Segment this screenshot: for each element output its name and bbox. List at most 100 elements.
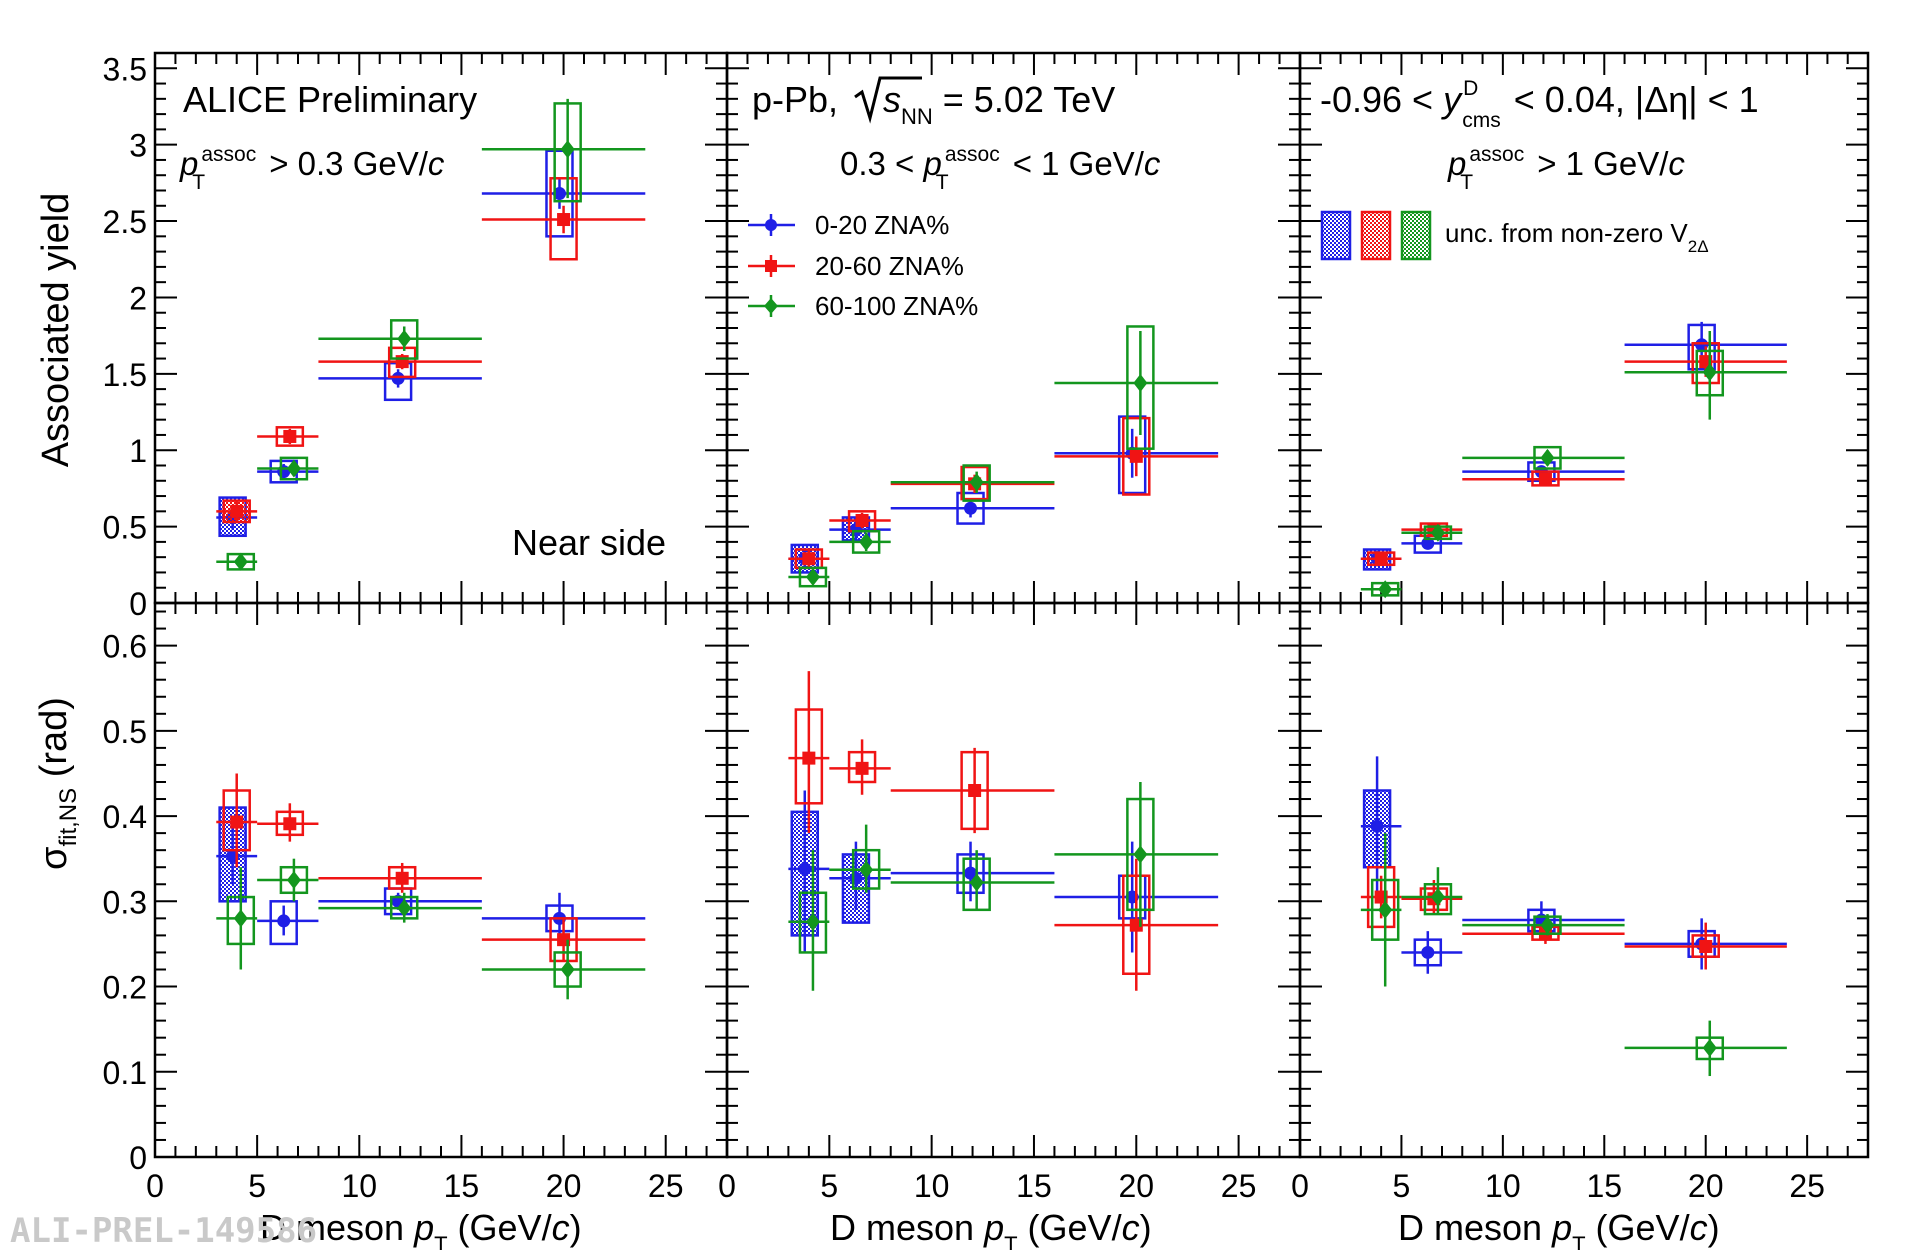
- data-point-diamond: [560, 140, 575, 159]
- x-title-c: c: [552, 1207, 570, 1248]
- unc-label-text: unc. from non-zero V: [1445, 218, 1688, 248]
- x-axis-title-3: D meson pT (GeV/c): [1398, 1207, 1720, 1250]
- data-point-circle: [849, 871, 863, 885]
- legend-label: 60-100 ZNA%: [815, 291, 978, 321]
- data-point-square: [283, 817, 297, 831]
- series-60-100-zna-: [788, 325, 1219, 588]
- x-tick-label: 20: [1688, 1168, 1724, 1204]
- y-subscript: cms: [1462, 109, 1501, 132]
- legend-label: 0-20 ZNA%: [815, 210, 949, 240]
- y-superscript: D: [1463, 77, 1478, 100]
- x-title-prefix: D meson: [1398, 1207, 1552, 1248]
- c-symbol: c: [428, 145, 445, 182]
- y-tick-label: 1.5: [103, 357, 147, 393]
- range-suffix: < 1 GeV/: [1004, 145, 1145, 182]
- energy-value: = 5.02 TeV: [933, 79, 1115, 120]
- x-tick-label: 15: [1586, 1168, 1622, 1204]
- legend-marker-diamond: [764, 298, 778, 314]
- panel-top-left: 0 0.5 1 1.5 2 2.5 3 3.5: [103, 51, 729, 622]
- data-point-square: [855, 514, 869, 527]
- x-title-prefix: D meson: [830, 1207, 984, 1248]
- y-tick-label: 0: [129, 586, 147, 622]
- pt-symbol: p: [179, 145, 198, 182]
- x-tick-label: 5: [820, 1168, 838, 1204]
- near-side-label: Near side: [512, 522, 666, 563]
- x-title-p: p: [413, 1207, 434, 1248]
- panel-bottom-right: 0 5 10 15 20 25: [1291, 601, 1870, 1204]
- unc-label-subscript: 2Δ: [1688, 237, 1709, 256]
- pt-symbol: p: [1447, 145, 1466, 182]
- panel-frame: [725, 51, 1302, 605]
- panel-bottom-left: 0 5 10 15 20 25 0 0.1 0.2 0.3 0.4 0.5 0.6: [103, 601, 729, 1204]
- series-60-100-zna-: [1360, 833, 1787, 1077]
- data-point-diamond: [1430, 523, 1445, 542]
- x-tick-label: 15: [1016, 1168, 1052, 1204]
- panel-bottom-middle: 0 5 10 15 20 25: [718, 601, 1302, 1204]
- series-20-60-zna-: [216, 773, 646, 963]
- data-point-circle: [1421, 945, 1435, 959]
- data-point-square: [1129, 449, 1143, 463]
- x-tick-label: 5: [1393, 1168, 1411, 1204]
- syst-box: [1126, 325, 1155, 450]
- sqrt-content: sNN = 5.02 TeV: [883, 79, 1115, 129]
- y-tick-label: 3: [129, 128, 147, 164]
- panel-frame: [1298, 51, 1870, 605]
- series-60-100-zna-: [216, 858, 646, 1000]
- data-point-diamond: [233, 552, 248, 571]
- collision-system-label: p-Pb, sNN = 5.02 TeV: [752, 76, 1115, 129]
- unc-label: unc. from non-zero V2Δ: [1445, 218, 1709, 256]
- legend-marker-circle: [765, 219, 777, 231]
- data-point-square: [1699, 939, 1713, 953]
- x-tick-label: 10: [1485, 1168, 1521, 1204]
- series-20-60-zna-: [216, 177, 646, 524]
- rapidity-suffix: < 0.04, |Δη| < 1: [1504, 79, 1759, 120]
- legend: 0-20 ZNA% 20-60 ZNA% 60-100 ZNA%: [748, 210, 978, 321]
- alice-preliminary-label: ALICE Preliminary: [183, 79, 477, 120]
- legend-entry-60-100: 60-100 ZNA%: [748, 291, 978, 321]
- pt-cut-value: > 0.3 GeV/: [260, 145, 429, 182]
- data-point-diamond: [805, 912, 820, 931]
- sigma-subscript: fit,NS: [55, 788, 82, 847]
- panel2-pt-range-label: 0.3 < p assoc T < 1 GeV/c: [840, 143, 1161, 194]
- y-tick-label: 2.5: [103, 204, 147, 240]
- panel1-pt-cut-label: p assoc T > 0.3 GeV/c: [179, 143, 445, 194]
- data-point-diamond: [1540, 916, 1555, 935]
- c-symbol: c: [1668, 145, 1685, 182]
- pt-subscript: T: [936, 171, 949, 194]
- x-title-close: ): [570, 1207, 582, 1248]
- c-symbol: c: [1144, 145, 1161, 182]
- nn-subscript: NN: [901, 104, 933, 129]
- x-tick-label: 10: [914, 1168, 950, 1204]
- data-point-diamond: [286, 459, 301, 478]
- x-tick-label: 0: [718, 1168, 736, 1204]
- x-tick-label: 20: [1118, 1168, 1154, 1204]
- data-point-square: [230, 815, 244, 829]
- y-tick-label: 0.2: [103, 970, 147, 1006]
- x-tick-label: 25: [1221, 1168, 1257, 1204]
- x-title-sub: T: [434, 1232, 447, 1250]
- data-point-diamond: [969, 873, 984, 892]
- y-tick-label: 3.5: [103, 51, 147, 87]
- data-point-diamond: [1430, 888, 1445, 907]
- syst-box: [1117, 415, 1147, 495]
- data-point-circle: [798, 862, 812, 876]
- y-symbol: y: [1440, 79, 1463, 120]
- data-point-diamond: [1378, 900, 1393, 919]
- data-point-circle: [391, 371, 405, 385]
- data-point-diamond: [286, 871, 301, 889]
- unc-swatch-0-20: [1320, 210, 1352, 261]
- panel-top-middle: [725, 51, 1302, 605]
- data-point-diamond: [1133, 845, 1148, 864]
- data-point-diamond: [1702, 363, 1717, 382]
- data-point-diamond: [233, 909, 248, 928]
- x-tick-label: 25: [1789, 1168, 1825, 1204]
- data-point-diamond: [969, 473, 984, 492]
- data-point-diamond: [560, 960, 575, 979]
- data-point-diamond: [1702, 1038, 1717, 1057]
- pt-subscript: T: [192, 171, 205, 194]
- legend-label: 20-60 ZNA%: [815, 251, 964, 281]
- system-prefix: p-Pb,: [752, 79, 838, 120]
- y-axis-title-bottom: σfit,NS (rad): [33, 697, 82, 870]
- x-title-sub: T: [1572, 1232, 1585, 1250]
